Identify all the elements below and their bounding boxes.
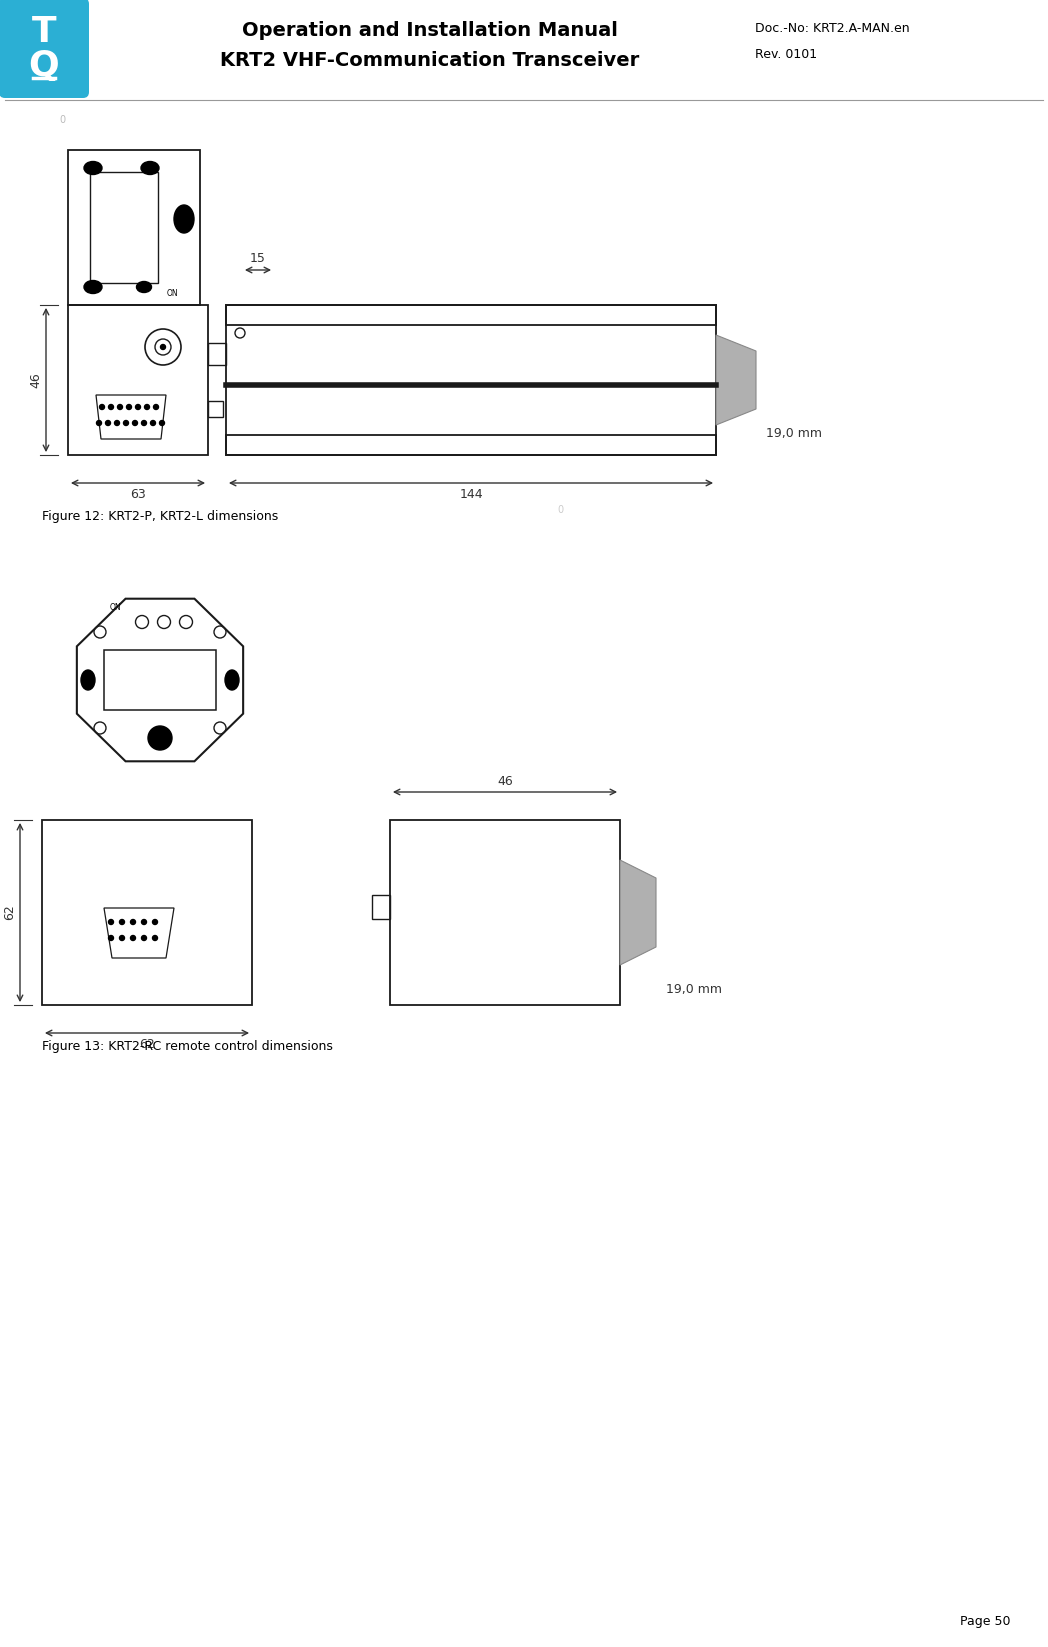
Text: ON: ON: [167, 288, 178, 298]
Polygon shape: [716, 334, 756, 425]
Ellipse shape: [141, 420, 147, 425]
Ellipse shape: [119, 919, 125, 924]
Text: Page 50: Page 50: [960, 1616, 1010, 1627]
Bar: [90, 171, 158, 283]
Ellipse shape: [153, 405, 158, 410]
Ellipse shape: [141, 935, 147, 940]
Bar: [208, 343, 226, 366]
Ellipse shape: [141, 161, 159, 175]
Ellipse shape: [141, 919, 147, 924]
Text: Doc.-No: KRT2.A-MAN.en: Doc.-No: KRT2.A-MAN.en: [755, 21, 910, 35]
FancyBboxPatch shape: [0, 0, 89, 99]
Bar: [372, 894, 390, 919]
Polygon shape: [620, 860, 656, 965]
Ellipse shape: [151, 420, 155, 425]
Ellipse shape: [174, 204, 194, 232]
Text: KRT2 VHF-Communication Transceiver: KRT2 VHF-Communication Transceiver: [220, 51, 639, 69]
Ellipse shape: [153, 935, 157, 940]
Text: 19,0 mm: 19,0 mm: [665, 983, 722, 995]
Text: ON: ON: [110, 603, 122, 613]
Bar: [226, 435, 716, 455]
Ellipse shape: [84, 280, 102, 293]
Bar: [68, 150, 200, 305]
Text: 62: 62: [3, 904, 16, 921]
Text: 62: 62: [139, 1038, 155, 1051]
Ellipse shape: [145, 405, 150, 410]
Ellipse shape: [159, 420, 165, 425]
Ellipse shape: [225, 670, 239, 690]
Text: 63: 63: [130, 488, 146, 501]
Bar: [42, 820, 252, 1005]
Ellipse shape: [136, 282, 152, 293]
Ellipse shape: [148, 726, 172, 749]
Text: Q: Q: [28, 49, 60, 82]
Text: 0: 0: [59, 115, 65, 125]
Text: 19,0 mm: 19,0 mm: [766, 427, 822, 440]
Text: Rev. 0101: Rev. 0101: [755, 48, 817, 61]
Text: Operation and Installation Manual: Operation and Installation Manual: [242, 20, 618, 40]
Bar: [104, 651, 216, 710]
Ellipse shape: [131, 935, 135, 940]
Ellipse shape: [106, 420, 110, 425]
Text: 15: 15: [250, 252, 266, 265]
Ellipse shape: [96, 420, 102, 425]
Ellipse shape: [84, 161, 102, 175]
Text: 46: 46: [497, 776, 512, 787]
Ellipse shape: [114, 420, 119, 425]
Ellipse shape: [100, 405, 105, 410]
Ellipse shape: [132, 420, 137, 425]
Text: T: T: [31, 15, 57, 49]
Ellipse shape: [135, 405, 140, 410]
Ellipse shape: [109, 919, 113, 924]
Ellipse shape: [131, 919, 135, 924]
Text: Figure 13: KRT2-RC remote control dimensions: Figure 13: KRT2-RC remote control dimens…: [42, 1039, 333, 1052]
Ellipse shape: [109, 935, 113, 940]
Bar: [226, 305, 716, 324]
Ellipse shape: [81, 670, 95, 690]
Ellipse shape: [127, 405, 131, 410]
Ellipse shape: [160, 344, 166, 349]
Ellipse shape: [153, 919, 157, 924]
Text: 46: 46: [29, 372, 42, 389]
Ellipse shape: [124, 420, 129, 425]
Ellipse shape: [109, 405, 113, 410]
Text: Figure 12: KRT2-P, KRT2-L dimensions: Figure 12: KRT2-P, KRT2-L dimensions: [42, 511, 279, 524]
Bar: [226, 305, 716, 455]
Ellipse shape: [119, 935, 125, 940]
Bar: [390, 820, 620, 1005]
Text: 0: 0: [556, 506, 563, 516]
Ellipse shape: [117, 405, 123, 410]
Bar: [68, 305, 208, 455]
Bar: [208, 400, 223, 417]
Text: 144: 144: [459, 488, 483, 501]
